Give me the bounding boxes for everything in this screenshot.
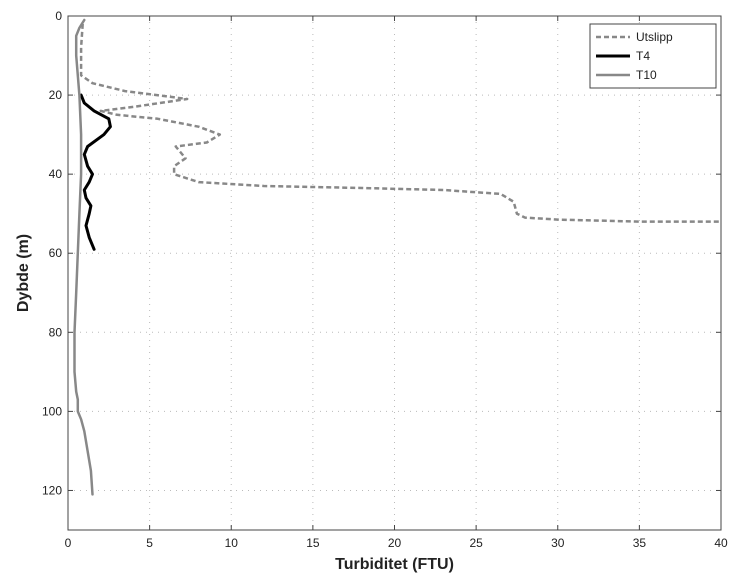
x-tick-label: 5 [146,536,153,550]
ticks: 0 5 10 15 20 25 30 35 40 0 20 40 60 80 100 120 [42,9,728,550]
series-layer [73,18,721,496]
x-tick-label: 10 [225,536,239,550]
legend-label-t10: T10 [636,68,657,82]
y-tick-label: 0 [55,9,62,23]
series-line-utslipp [79,23,721,223]
legend-label-utslipp: Utslipp [636,30,673,44]
grid [68,16,721,530]
series-line-t4 [79,93,112,251]
x-tick-label: 35 [633,536,647,550]
x-tick-label: 25 [469,536,483,550]
y-tick-label: 120 [42,483,62,497]
x-tick-label: 40 [714,536,728,550]
x-axis-label: Turbiditet (FTU) [335,556,454,573]
y-axis-label: Dybde (m) [15,234,32,312]
x-tick-label: 0 [65,536,72,550]
legend-label-t4: T4 [636,49,650,63]
y-tick-label: 20 [49,88,63,102]
legend: Utslipp T4 T10 [589,23,717,89]
plot-frame [67,15,722,531]
y-tick-label: 80 [49,325,63,339]
x-tick-label: 20 [388,536,402,550]
y-tick-label: 100 [42,404,62,418]
y-tick-label: 60 [49,246,63,260]
x-tick-label: 30 [551,536,565,550]
x-tick-label: 15 [306,536,320,550]
series-line-t10 [73,18,94,496]
y-tick-label: 40 [49,167,63,181]
